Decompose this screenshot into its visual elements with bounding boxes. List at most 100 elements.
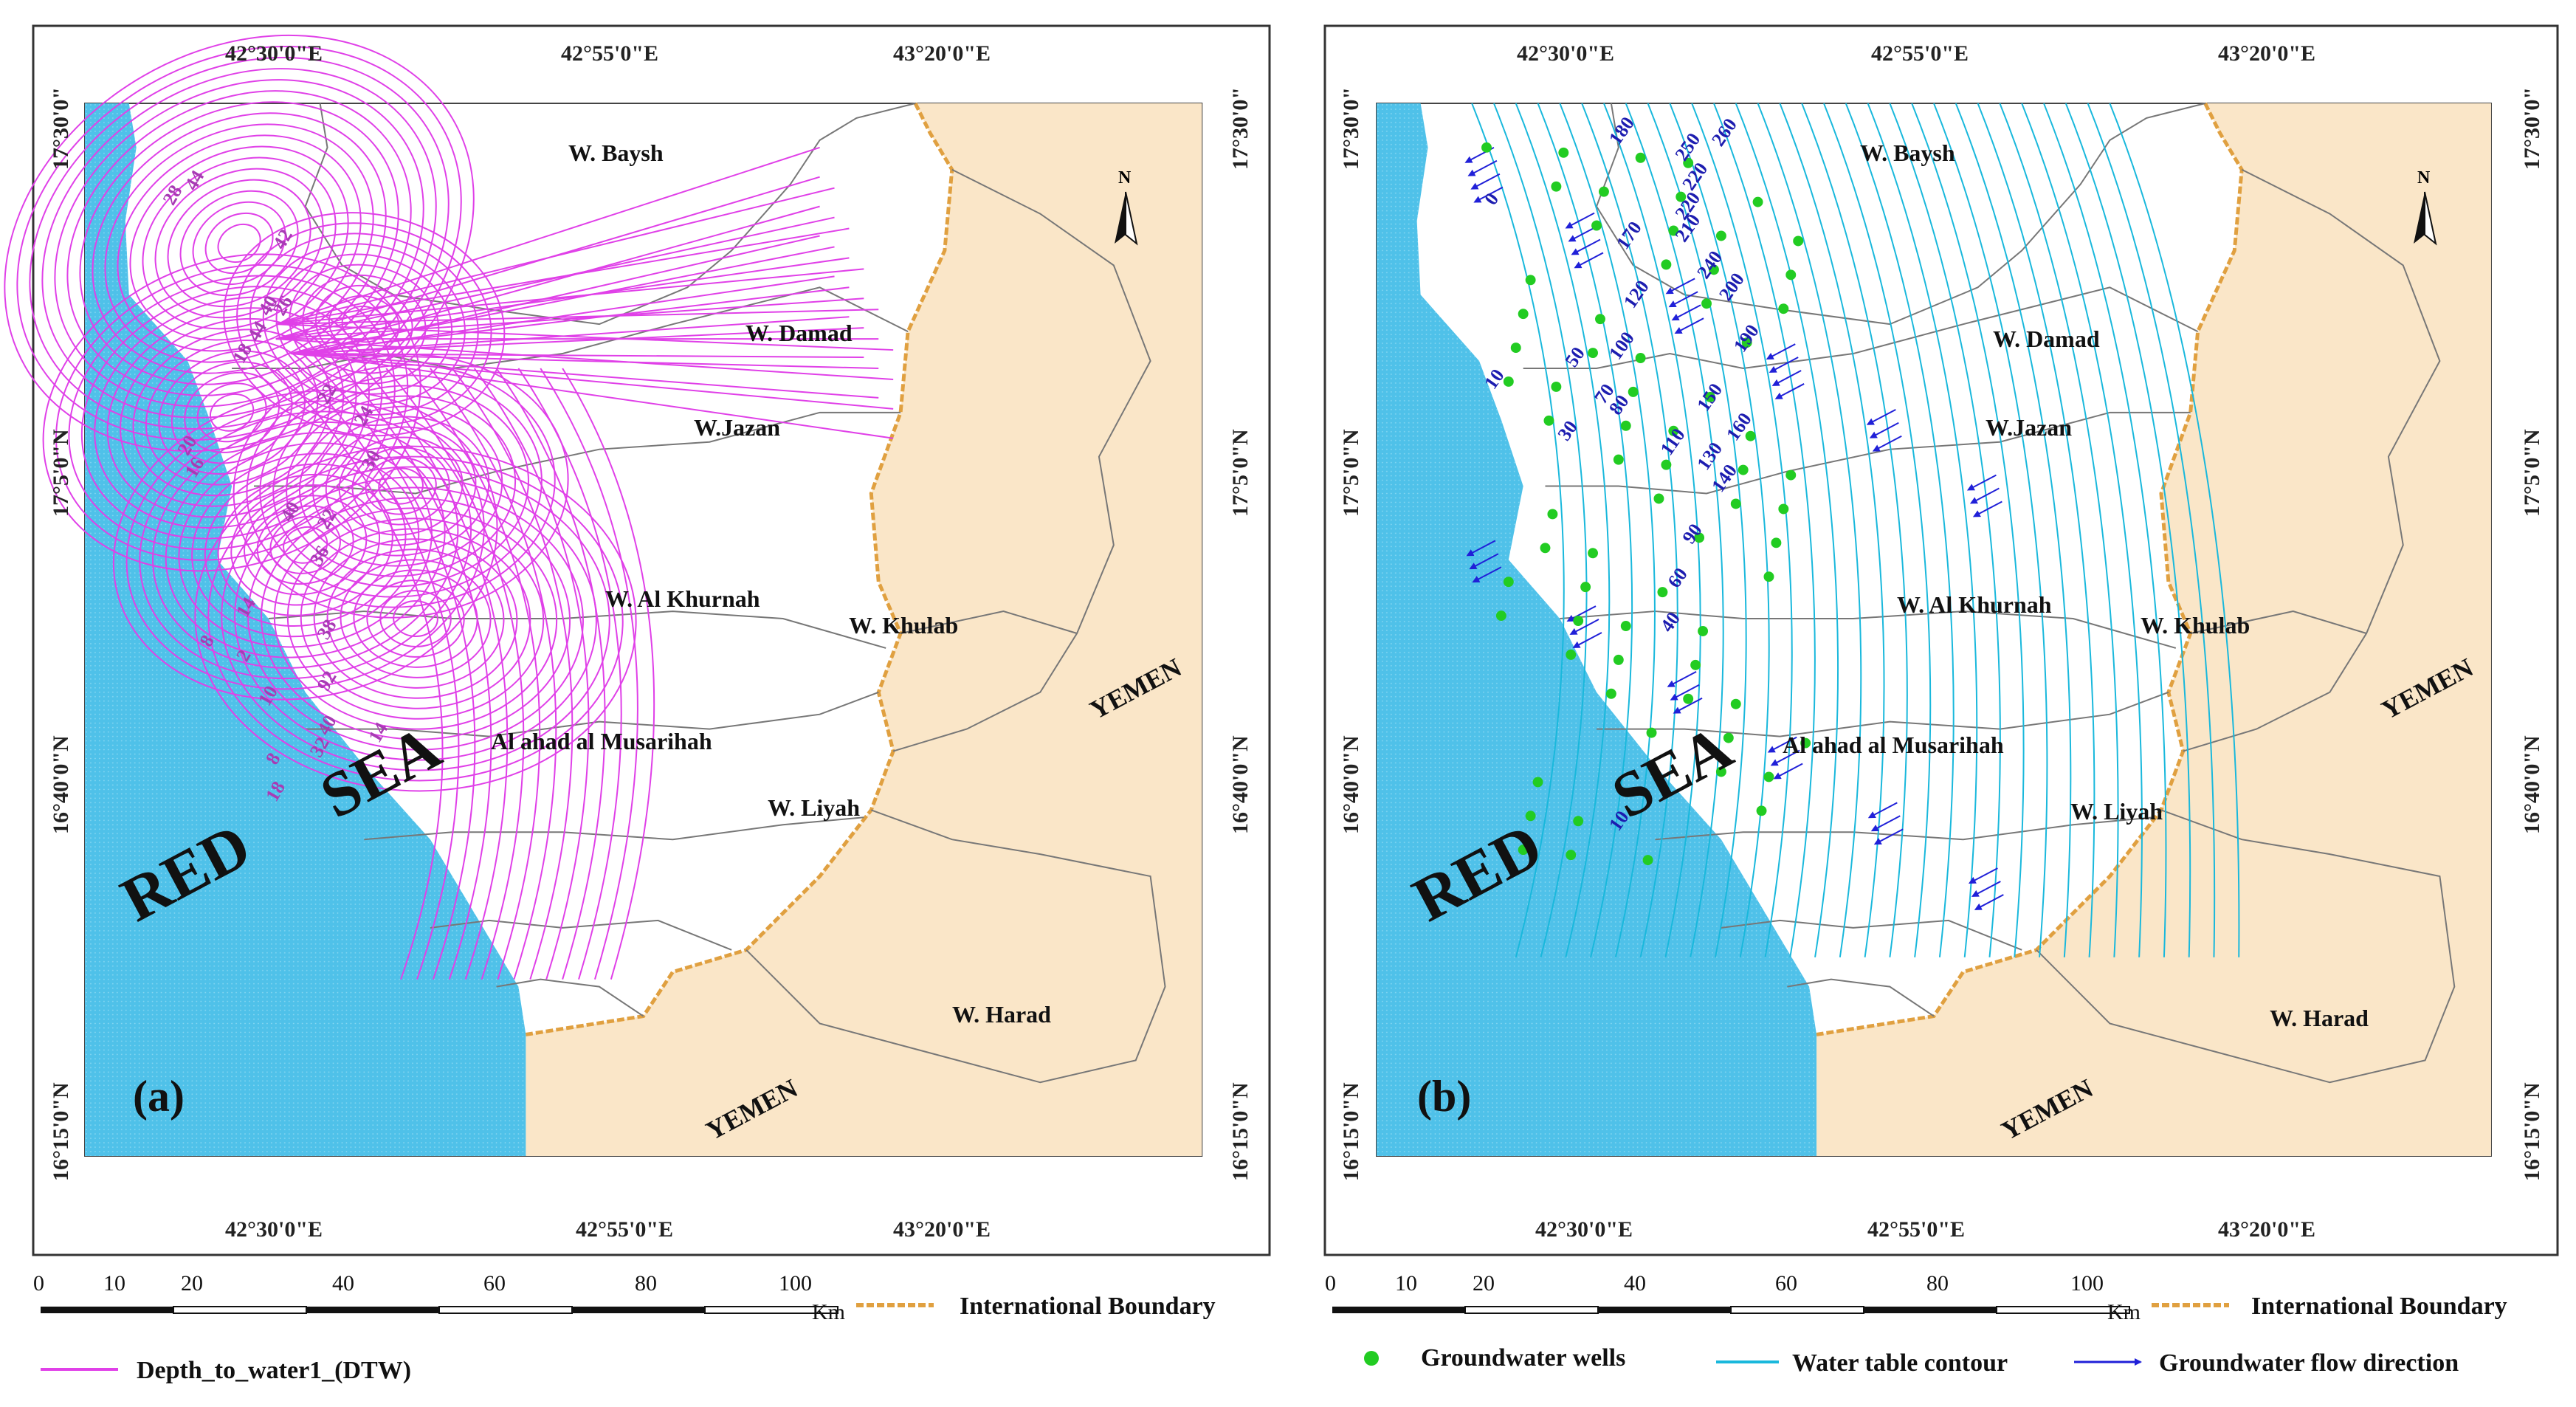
water-table-contour-line bbox=[1867, 103, 1978, 957]
groundwater-well bbox=[1653, 493, 1664, 504]
scale-tick-10: 10 bbox=[1395, 1271, 1417, 1296]
dtw-contour-line bbox=[275, 146, 820, 326]
north-arrow-label: N bbox=[2417, 168, 2431, 188]
dtw-contour-line bbox=[55, 264, 409, 561]
top-longitude-1: 42°30'0"E bbox=[225, 41, 323, 66]
well-legend-marker bbox=[1364, 1351, 1379, 1366]
groundwater-well bbox=[1793, 235, 1804, 247]
water-table-contour-line bbox=[1713, 103, 1816, 957]
flow-direction-arrow bbox=[1873, 828, 1904, 845]
wadi-harad-label: W. Harad bbox=[2270, 1005, 2369, 1031]
boundary-legend-label: International Boundary bbox=[960, 1293, 1216, 1320]
dtw-contour-line bbox=[275, 338, 894, 380]
water-table-contour-line bbox=[1999, 103, 2119, 957]
groundwater-well bbox=[1558, 147, 1569, 158]
dtw-contour-line bbox=[305, 353, 894, 439]
dtw-contour-line bbox=[275, 297, 864, 340]
dtw-contour-line bbox=[120, 317, 345, 507]
dtw-contour-line bbox=[340, 559, 492, 678]
groundwater-well bbox=[1503, 577, 1514, 588]
top-longitude-3: 43°20'0"E bbox=[2218, 41, 2315, 66]
wadi-al-khurnah-label: W. Al Khurnah bbox=[605, 585, 760, 612]
red-sea bbox=[1377, 103, 1817, 1156]
wadi-harad-label: W. Harad bbox=[952, 1001, 1051, 1028]
dtw-contour-line bbox=[260, 497, 571, 740]
dtw-contour-line bbox=[378, 467, 424, 505]
groundwater-well bbox=[1588, 548, 1599, 559]
water-table-contour-line bbox=[1581, 103, 1678, 957]
groundwater-well bbox=[1730, 698, 1741, 709]
flow-direction-arrow bbox=[1566, 605, 1597, 622]
wadi-liyah-label: W. Liyah bbox=[768, 794, 860, 821]
dtw-contour-line bbox=[305, 235, 820, 355]
dtw-contour-line bbox=[249, 233, 479, 416]
wadi-jazan-label: W.Jazan bbox=[694, 414, 780, 441]
groundwater-well bbox=[1588, 348, 1599, 359]
dtw-contour-line bbox=[275, 216, 835, 340]
groundwater-well bbox=[1661, 259, 1672, 270]
groundwater-well bbox=[1613, 454, 1624, 465]
groundwater-well bbox=[1723, 732, 1734, 743]
dtw-contour-line bbox=[562, 368, 655, 980]
dtw-contour-line bbox=[29, 57, 450, 430]
water-table-contour-line bbox=[2087, 103, 2216, 957]
dtw-contour-line bbox=[194, 445, 637, 792]
dtw-contour-line bbox=[290, 327, 864, 355]
dtw-contour-line bbox=[379, 590, 452, 647]
wadi-baysh-label: W. Baysh bbox=[1860, 140, 1955, 166]
wadi-al-khurnah-label: W. Al Khurnah bbox=[1897, 591, 2052, 618]
yemen-region bbox=[526, 103, 1202, 1156]
groundwater-well bbox=[1668, 425, 1679, 436]
dtw-contour-line bbox=[106, 307, 357, 518]
dtw-contour-line bbox=[145, 340, 319, 486]
flow-direction-arrow bbox=[1972, 500, 2002, 517]
flow-direction-arrow bbox=[1466, 540, 1496, 557]
groundwater-well bbox=[1525, 811, 1536, 822]
water-table-contour-line bbox=[1911, 103, 2025, 957]
flow-direction-arrow bbox=[1470, 173, 1501, 190]
dtw-contour-line bbox=[92, 112, 387, 374]
left-latitude-3: 16°40'0"N bbox=[1339, 735, 1363, 834]
flow-direction-arrow bbox=[1473, 186, 1504, 203]
scale-tick-60: 60 bbox=[1775, 1271, 1797, 1296]
flow-direction-arrow bbox=[1770, 749, 1800, 766]
scale-bar-a: 0 10 20 40 60 80 100 Km bbox=[33, 1271, 845, 1324]
flow-direction-arrow bbox=[1869, 422, 1899, 438]
groundwater-well bbox=[1620, 621, 1631, 631]
right-latitude-4: 16°15'0"N bbox=[1228, 1082, 1253, 1181]
scale-tick-20: 20 bbox=[181, 1271, 203, 1296]
flow-direction-arrow bbox=[1670, 684, 1700, 701]
flow-direction-arrow bbox=[1569, 619, 1599, 635]
groundwater-well bbox=[1715, 230, 1726, 241]
dtw-contour-line bbox=[452, 368, 574, 980]
groundwater-well bbox=[1551, 181, 1562, 192]
right-latitude-1: 17°30'0" bbox=[1228, 87, 1253, 170]
groundwater-well bbox=[1518, 844, 1529, 856]
dtw-contour-line bbox=[305, 353, 879, 399]
top-longitude-3: 43°20'0"E bbox=[893, 41, 991, 66]
flow-direction-arrow bbox=[1773, 763, 1803, 780]
water-table-contour-line bbox=[1603, 103, 1701, 957]
right-latitude-4: 16°15'0"N bbox=[2520, 1082, 2544, 1181]
scale-tick-100: 100 bbox=[779, 1271, 812, 1296]
groundwater-well bbox=[1763, 571, 1774, 582]
water-table-contour-line bbox=[1691, 103, 1793, 957]
dtw-contour-line bbox=[290, 353, 894, 410]
groundwater-well bbox=[1547, 509, 1558, 520]
left-latitude-3: 16°40'0"N bbox=[49, 735, 73, 834]
water-table-contour-line bbox=[2021, 103, 2143, 957]
panel-b-label: (b) bbox=[1417, 1072, 1471, 1121]
groundwater-well bbox=[1551, 381, 1562, 392]
flow-direction-arrow bbox=[1472, 566, 1502, 583]
dtw-contour-line bbox=[112, 390, 498, 701]
flow-direction-arrow bbox=[1866, 408, 1896, 425]
scale-tick-100: 100 bbox=[2070, 1271, 2104, 1296]
dtw-contour-line bbox=[171, 361, 293, 464]
dtw-contour-line bbox=[275, 368, 444, 980]
dtw-contour-line bbox=[363, 368, 509, 980]
flow-direction-arrow bbox=[1467, 159, 1498, 176]
dtw-contour-line bbox=[302, 274, 427, 374]
dtw-contour-line bbox=[517, 368, 622, 980]
